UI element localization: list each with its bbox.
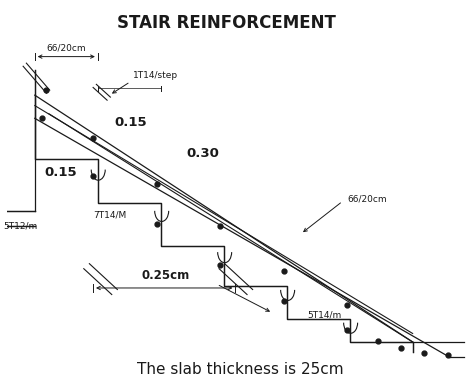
Text: 0.25cm: 0.25cm: [141, 269, 190, 282]
Text: 5T12/m: 5T12/m: [4, 222, 38, 231]
Text: 7T14/M: 7T14/M: [93, 210, 126, 219]
Text: 0.15: 0.15: [44, 166, 77, 179]
Text: 66/20cm: 66/20cm: [347, 195, 387, 204]
Text: STAIR REINFORCEMENT: STAIR REINFORCEMENT: [117, 14, 336, 32]
Text: The slab thickness is 25cm: The slab thickness is 25cm: [137, 362, 343, 377]
Text: 0.30: 0.30: [186, 147, 219, 159]
Text: 66/20cm: 66/20cm: [47, 44, 86, 53]
Text: 0.15: 0.15: [114, 116, 147, 128]
Text: 5T14/m: 5T14/m: [308, 310, 342, 319]
Text: 1T14/step: 1T14/step: [133, 71, 178, 80]
